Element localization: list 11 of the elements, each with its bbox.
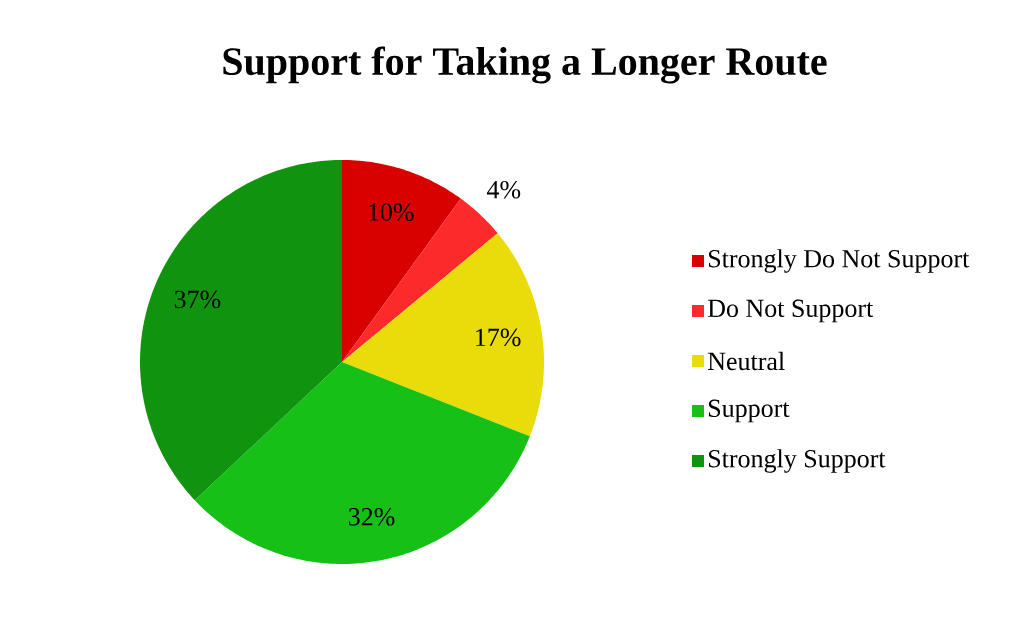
legend-label: Strongly Support — [708, 449, 886, 473]
data-label: 4% — [486, 180, 521, 199]
legend-label: Strongly Do Not Support — [708, 249, 970, 273]
chart-title: Support for Taking a Longer Route — [223, 46, 827, 84]
legend-label: Neutral — [707, 351, 785, 371]
legend-label: Do Not Support — [707, 299, 874, 323]
data-label: 10% — [369, 203, 414, 221]
data-label: 17% — [476, 328, 521, 347]
data-label: 32% — [348, 507, 395, 526]
data-label: 37% — [174, 290, 221, 309]
legend-label: Support — [708, 399, 790, 423]
